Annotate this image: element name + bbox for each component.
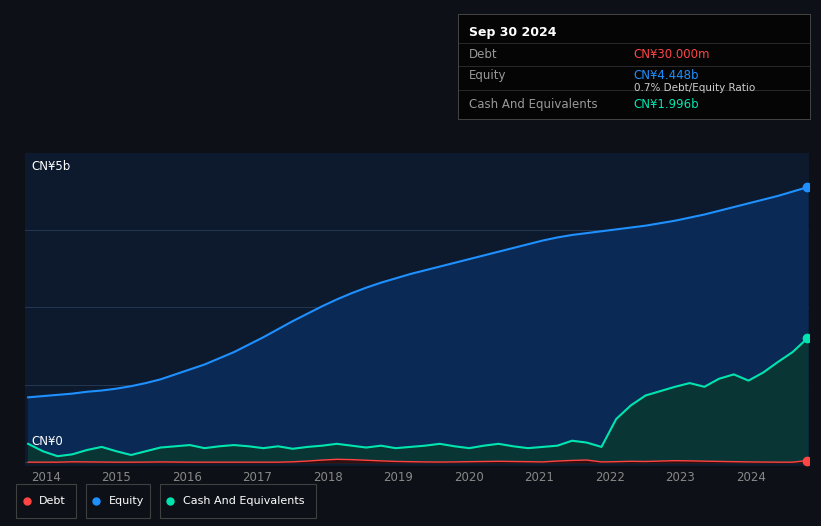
FancyBboxPatch shape: [160, 484, 316, 518]
Text: CN¥30.000m: CN¥30.000m: [634, 48, 710, 60]
FancyBboxPatch shape: [86, 484, 149, 518]
Text: Sep 30 2024: Sep 30 2024: [469, 26, 556, 39]
Text: Debt: Debt: [469, 48, 498, 60]
Text: Debt: Debt: [39, 496, 66, 506]
Text: CN¥4.448b: CN¥4.448b: [634, 69, 699, 82]
Text: Equity: Equity: [108, 496, 144, 506]
FancyBboxPatch shape: [16, 484, 76, 518]
Text: 0.7% Debt/Equity Ratio: 0.7% Debt/Equity Ratio: [634, 83, 755, 94]
Text: CN¥0: CN¥0: [31, 436, 62, 448]
Text: CN¥1.996b: CN¥1.996b: [634, 98, 699, 110]
Text: CN¥5b: CN¥5b: [31, 160, 70, 174]
Text: Cash And Equivalents: Cash And Equivalents: [182, 496, 304, 506]
Text: Cash And Equivalents: Cash And Equivalents: [469, 98, 598, 110]
Text: Equity: Equity: [469, 69, 507, 82]
